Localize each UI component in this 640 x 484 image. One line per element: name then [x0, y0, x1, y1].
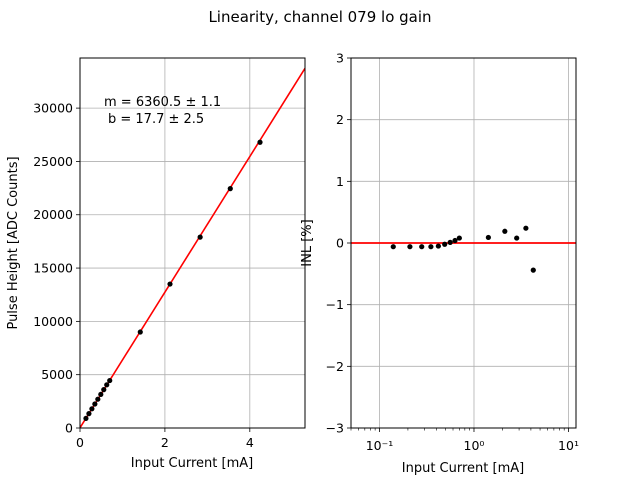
left-x-tick-label: 2: [161, 435, 169, 450]
right-points: [390, 225, 536, 273]
left-y-tick-label: 10000: [33, 314, 73, 329]
right-y-tick-label: −1: [326, 297, 344, 312]
left-x-tick-label: 4: [246, 435, 254, 450]
linearity-plot: 0 2 4 0 5000 10000 15000 20000 25000 30000 m = 63…: [6, 57, 306, 471]
right-y-tick-label: −3: [326, 421, 344, 436]
right-data-point: [523, 225, 529, 231]
left-points: [83, 139, 263, 422]
left-x-axis-label: Input Current [mA]: [131, 456, 253, 471]
left-y-tick-label: 0: [65, 421, 73, 436]
left-data-point: [197, 234, 203, 240]
left-data-point: [86, 411, 92, 417]
right-data-point: [390, 244, 396, 250]
left-axes-frame: [79, 57, 306, 429]
right-x-axis-label: Input Current [mA]: [402, 461, 524, 476]
left-y-tick-label: 15000: [33, 261, 73, 276]
right-y-tick-label: 2: [336, 112, 344, 127]
left-data-point: [83, 415, 89, 422]
right-data-point: [407, 244, 413, 250]
right-data-point: [442, 241, 448, 247]
right-data-point: [452, 237, 458, 244]
left-grid: [79, 58, 305, 429]
left-fit-slope: m = 6360.5 ± 1.1: [104, 95, 221, 110]
right-data-point: [514, 235, 520, 241]
right-ticks: 10⁻¹ 10⁰ 10¹ −3 −2 −1 0 1 2 3: [326, 51, 579, 454]
right-x-tick-label: 10⁰: [464, 438, 485, 453]
right-x-tick-label: 10⁻¹: [366, 438, 394, 453]
right-y-tick-label: −2: [326, 359, 344, 374]
right-y-tick-label: 0: [336, 236, 344, 251]
left-data-point: [98, 391, 104, 398]
left-fit-intercept: b = 17.7 ± 2.5: [108, 112, 204, 127]
left-data-point: [167, 281, 173, 287]
left-data-point: [92, 401, 98, 407]
left-y-axis-label: Pulse Height [ADC Counts]: [6, 156, 21, 329]
left-ticks: 0 2 4 0 5000 10000 15000 20000 25000 30000: [33, 101, 254, 450]
left-data-point: [89, 406, 95, 412]
right-x-tick-label: 10¹: [558, 438, 579, 453]
right-data-point: [447, 239, 453, 245]
left-y-tick-label: 25000: [33, 154, 73, 169]
figure-title: Linearity, channel 079 lo gain: [208, 8, 431, 26]
right-data-point: [530, 267, 536, 273]
left-fit-group: [80, 67, 305, 428]
left-data-point: [227, 186, 233, 192]
right-y-axis-label: INL [%]: [300, 219, 315, 266]
right-data-point: [428, 244, 434, 250]
right-data-point: [419, 244, 425, 250]
left-y-tick-label: 5000: [41, 367, 73, 382]
right-data-point: [485, 234, 491, 241]
left-y-tick-label: 30000: [33, 101, 73, 116]
left-data-point: [104, 382, 110, 388]
right-data-point: [435, 243, 441, 249]
left-data-point: [137, 329, 143, 335]
left-data-point: [101, 387, 107, 393]
right-data-point: [456, 235, 462, 241]
left-data-point: [95, 396, 101, 402]
right-y-tick-label: 3: [336, 51, 344, 66]
left-data-point: [107, 377, 113, 384]
left-data-point: [257, 139, 263, 145]
left-x-tick-label: 0: [76, 435, 84, 450]
right-data-point: [502, 228, 508, 234]
left-y-tick-label: 20000: [33, 207, 73, 222]
right-y-tick-label: 1: [336, 174, 344, 189]
left-fit-line: [80, 67, 305, 428]
